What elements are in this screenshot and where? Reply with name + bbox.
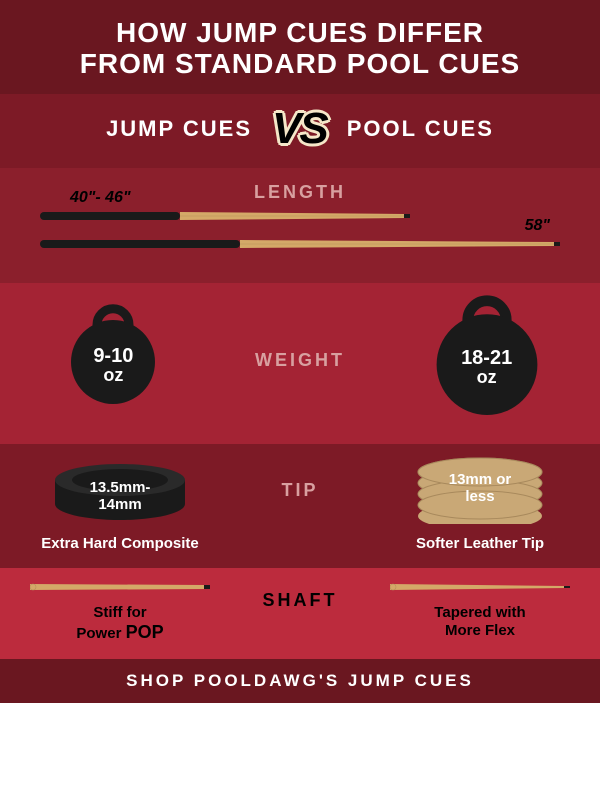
jump-shaft-pop: POP [126,622,164,642]
pool-cue-length-label: 58" [525,217,550,235]
tip-header: TIP [250,454,350,501]
pool-cue-row: 58" [40,237,560,251]
shaft-section: Stiff for Power POP SHAFT Tapered with M… [0,568,600,660]
vs-section: JUMP CUES VS POOL CUES [0,94,600,168]
jump-cue-length-label: 40"- 46" [70,189,131,207]
pool-cue-icon [40,237,560,251]
pool-weight-text: 18-21 oz [461,348,512,386]
footer-text: SHOP POOLDAWG'S JUMP CUES [126,671,474,690]
jump-tip-col: 13.5mm-14mm Extra Hard Composite [10,454,230,552]
length-section: LENGTH 40"- 46" 58" [0,168,600,283]
vs-left-label: JUMP CUES [106,116,252,142]
jump-shaft-line2-pre: Power [76,625,125,642]
weight-header: WEIGHT [240,342,360,371]
title-line-1: HOW JUMP CUES DIFFER [20,18,580,49]
pool-tip-value: 13mm or less [443,471,518,505]
pool-shaft-line2: More Flex [445,622,515,639]
pool-tip-desc: Softer Leather Tip [370,535,590,552]
tip-section: 13.5mm-14mm Extra Hard Composite TIP 13m… [0,444,600,568]
jump-cue-row: 40"- 46" [40,209,560,223]
title-section: HOW JUMP CUES DIFFER FROM STANDARD POOL … [0,0,600,94]
jump-cue-icon [40,209,410,223]
vs-right-label: POOL CUES [347,116,494,142]
jump-tip-value: 13.5mm-14mm [83,479,158,513]
pool-shaft-col: Tapered with More Flex [370,580,590,640]
weight-section: 9-10 oz WEIGHT 18-21 oz [0,283,600,444]
pool-shaft-icon [390,581,570,593]
pool-tip-icon: 13mm or less [405,454,555,529]
jump-weight-icon: 9-10 oz [63,301,163,411]
footer-section: SHOP POOLDAWG'S JUMP CUES [0,659,600,703]
jump-shaft-line1: Stiff for [93,604,146,621]
jump-tip-desc: Extra Hard Composite [10,535,230,552]
pool-weight-icon: 18-21 oz [427,291,547,422]
pool-weight-col: 18-21 oz [387,291,587,422]
pool-shaft-desc: Tapered with More Flex [370,604,590,640]
pool-weight-value: 18-21 [461,348,512,368]
infographic-root: HOW JUMP CUES DIFFER FROM STANDARD POOL … [0,0,600,810]
pool-weight-unit: oz [461,368,512,386]
pool-shaft-line1: Tapered with [434,604,525,621]
title-line-2: FROM STANDARD POOL CUES [20,49,580,80]
jump-weight-value: 9-10 [93,346,133,366]
shaft-header: SHAFT [250,580,350,611]
jump-weight-text: 9-10 oz [93,346,133,384]
jump-shaft-icon [30,581,210,593]
vs-badge: VS [272,104,327,154]
jump-weight-col: 9-10 oz [13,301,213,411]
jump-weight-unit: oz [93,366,133,384]
jump-shaft-desc: Stiff for Power POP [10,604,230,644]
jump-shaft-col: Stiff for Power POP [10,580,230,644]
pool-tip-col: 13mm or less Softer Leather Tip [370,454,590,552]
jump-tip-icon: 13.5mm-14mm [45,454,195,529]
